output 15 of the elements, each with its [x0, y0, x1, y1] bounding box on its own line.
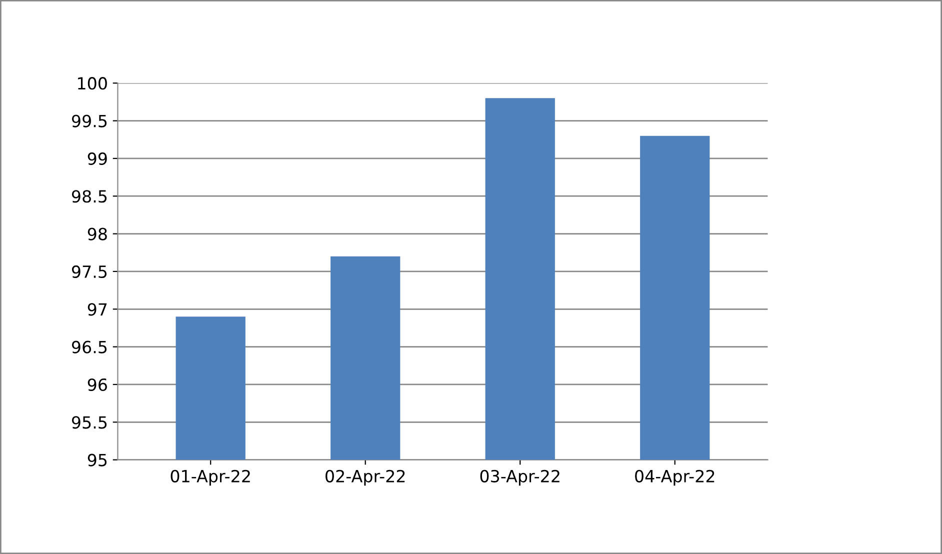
x-tick-label: 01-Apr-22 [170, 470, 250, 486]
x-tick-label: 04-Apr-22 [635, 470, 714, 486]
x-tick-label: 02-Apr-22 [326, 470, 405, 486]
y-tick-label: 97 [88, 303, 107, 316]
y-tick-label: 99.5 [72, 114, 107, 128]
y-tick-label: 100 [78, 77, 107, 90]
y-tick-label: 98.5 [72, 190, 107, 203]
x-tick-label: 03-Apr-22 [480, 470, 560, 486]
y-tick-label: 99 [88, 152, 107, 166]
y-tick-label: 96 [88, 378, 107, 392]
y-tick-label: 97.5 [72, 265, 107, 278]
y-tick-label: 96.5 [72, 340, 107, 354]
y-tick-label: 98 [88, 228, 107, 240]
y-tick-label: 95.5 [72, 416, 107, 429]
y-tick-label: 95 [88, 454, 107, 466]
